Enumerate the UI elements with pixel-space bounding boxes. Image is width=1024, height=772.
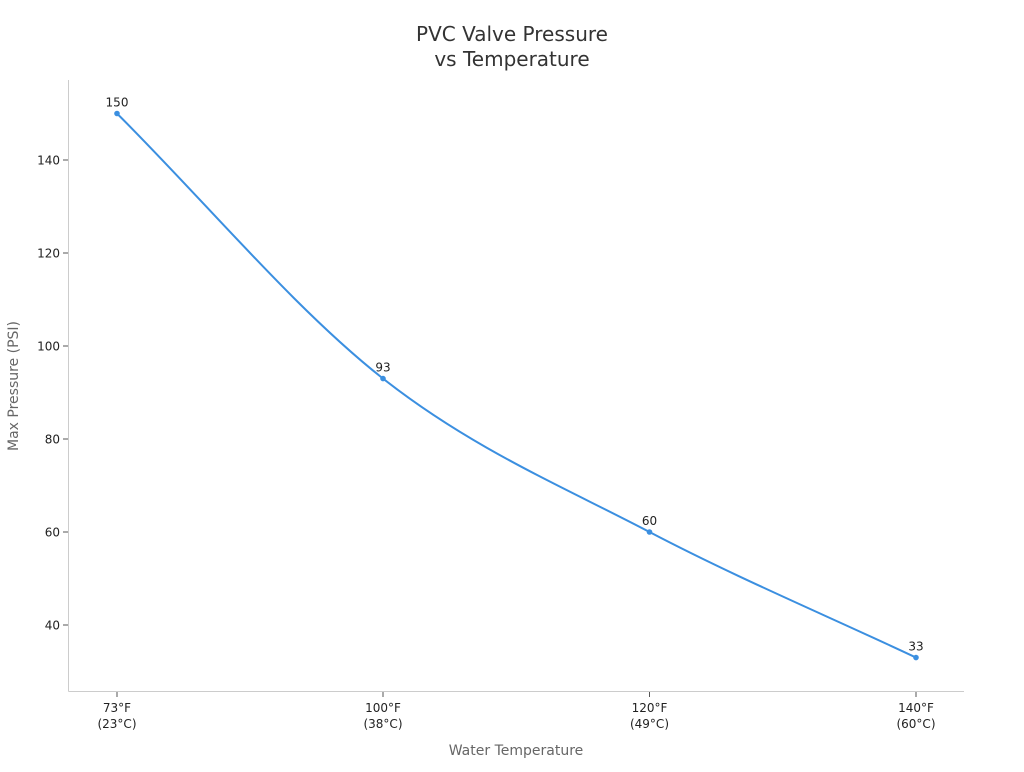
x-tick-label: 120°F bbox=[632, 701, 668, 715]
y-tick-label: 100 bbox=[37, 340, 60, 354]
data-labels: 150 93 60 33 bbox=[106, 96, 924, 654]
y-tick-label: 80 bbox=[45, 433, 60, 447]
x-tick-label: 100°F bbox=[365, 701, 401, 715]
x-tick-label: 140°F bbox=[898, 701, 934, 715]
plot-area: 40 60 80 100 120 140 73°F (23°C) 100°F (38°C) 120… bbox=[37, 80, 964, 731]
x-axis-label: Water Temperature bbox=[449, 743, 584, 759]
data-point bbox=[114, 110, 120, 117]
data-point bbox=[646, 529, 653, 535]
data-label: 150 bbox=[106, 96, 129, 110]
chart-title-line-2: vs Temperature bbox=[434, 47, 589, 71]
y-tick-label: 60 bbox=[45, 526, 60, 540]
x-tick-label: (38°C) bbox=[363, 717, 402, 731]
y-tick-label: 40 bbox=[45, 619, 60, 633]
y-axis-ticks: 40 60 80 100 120 140 bbox=[37, 154, 68, 633]
data-label: 60 bbox=[642, 514, 657, 528]
data-point bbox=[913, 654, 919, 661]
data-label: 33 bbox=[908, 640, 923, 654]
y-axis-label: Max Pressure (PSI) bbox=[6, 321, 22, 451]
x-tick-label: (60°C) bbox=[896, 717, 935, 731]
x-tick-label: 73°F bbox=[103, 701, 131, 715]
y-tick-label: 120 bbox=[37, 247, 60, 261]
x-axis-ticks: 73°F (23°C) 100°F (38°C) 120°F (49°C) 140°F (60… bbox=[97, 692, 936, 731]
series-line bbox=[116, 112, 917, 659]
x-tick-label: (23°C) bbox=[97, 717, 136, 731]
x-tick-label: (49°C) bbox=[630, 717, 669, 731]
data-points bbox=[114, 110, 919, 661]
data-label: 93 bbox=[375, 361, 390, 375]
chart-title-line-1: PVC Valve Pressure bbox=[416, 22, 608, 46]
y-tick-label: 140 bbox=[37, 154, 60, 168]
data-point bbox=[380, 375, 386, 382]
